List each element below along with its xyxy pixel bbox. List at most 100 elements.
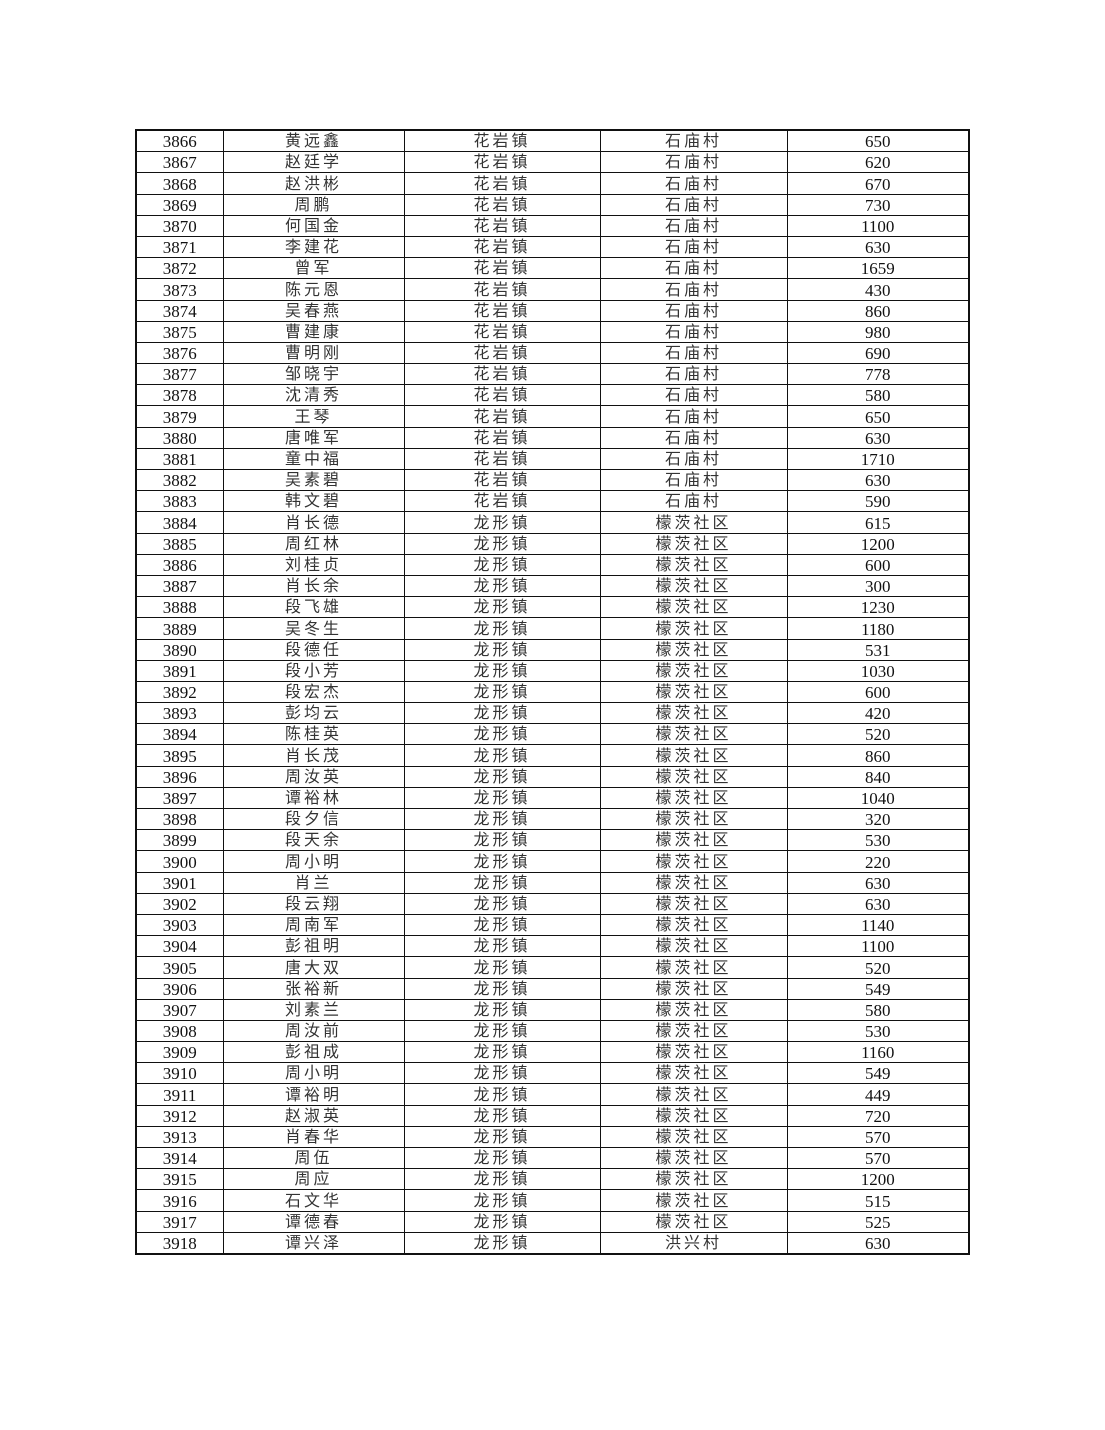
table-row: 3908 周汝前 龙形镇 檬茨社区 530 [135,1019,970,1043]
table-row: 3913 肖春华 龙形镇 檬茨社区 570 [135,1125,970,1149]
town-cell: 龙形镇 [403,1019,601,1043]
town-cell: 龙形镇 [403,807,601,831]
village-cell: 檬茨社区 [599,1125,788,1149]
amount-cell: 1100 [786,214,970,237]
table-row: 3893 彭均云 龙形镇 檬茨社区 420 [135,702,970,725]
amount-cell: 670 [786,172,970,195]
name-cell: 段云翔 [222,892,405,915]
town-cell: 花岩镇 [403,363,601,386]
serial-number-cell: 3888 [135,596,224,619]
amount-cell: 1100 [786,935,970,958]
serial-number-cell: 3884 [135,511,224,534]
village-cell: 檬茨社区 [599,765,788,788]
name-cell: 陈桂英 [222,723,405,746]
table-row: 3873 陈元恩 花岩镇 石庙村 430 [135,278,970,301]
amount-cell: 1710 [786,447,970,471]
amount-cell: 980 [786,320,970,343]
table-row: 3874 吴春燕 花岩镇 石庙村 860 [135,299,970,322]
village-cell: 石庙村 [599,363,788,386]
amount-cell: 650 [786,129,970,153]
serial-number-cell: 3905 [135,956,224,979]
table-row: 3876 曹明刚 花岩镇 石庙村 690 [135,341,970,365]
amount-cell: 1659 [786,257,970,280]
town-cell: 龙形镇 [403,1210,601,1233]
town-cell: 龙形镇 [403,956,601,979]
serial-number-cell: 3866 [135,129,224,153]
amount-cell: 1230 [786,596,970,619]
serial-number-cell: 3910 [135,1062,224,1085]
amount-cell: 620 [786,151,970,174]
table-body: 3866 黄远鑫 花岩镇 石庙村 650 3867 赵廷学 花岩镇 石庙村 620 3868 赵洪彬花… [135,129,970,1255]
name-cell: 石文华 [222,1189,405,1212]
table-row: 3871 李建花 花岩镇 石庙村 630 [135,235,970,259]
name-cell: 陈元恩 [222,278,405,301]
name-cell: 曹建康 [222,320,405,343]
name-cell: 段小芳 [222,659,405,682]
village-cell: 石庙村 [599,129,788,153]
table-row: 3882 吴素碧 花岩镇 石庙村 630 [135,468,970,492]
village-cell: 檬茨社区 [599,574,788,598]
town-cell: 龙形镇 [403,913,601,937]
serial-number-cell: 3874 [135,299,224,322]
amount-cell: 615 [786,511,970,534]
serial-number-cell: 3890 [135,638,224,661]
name-cell: 赵洪彬 [222,172,405,195]
amount-cell: 1140 [786,913,970,937]
table-row: 3896 周汝英 龙形镇 檬茨社区 840 [135,765,970,788]
table-row: 3914 周伍 龙形镇 檬茨社区 570 [135,1146,970,1170]
serial-number-cell: 3906 [135,977,224,1000]
table-row: 3879 王琴 花岩镇 石庙村 650 [135,405,970,428]
town-cell: 花岩镇 [403,447,601,471]
town-cell: 花岩镇 [403,214,601,237]
serial-number-cell: 3867 [135,151,224,174]
amount-cell: 570 [786,1146,970,1170]
village-cell: 檬茨社区 [599,892,788,915]
town-cell: 花岩镇 [403,468,601,492]
town-cell: 龙形镇 [403,998,601,1021]
amount-cell: 600 [786,680,970,704]
village-cell: 石庙村 [599,468,788,492]
name-cell: 邹晓宇 [222,363,405,386]
village-cell: 檬茨社区 [599,998,788,1021]
table-row: 3891 段小芳 龙形镇 檬茨社区 1030 [135,659,970,682]
town-cell: 龙形镇 [403,977,601,1000]
village-cell: 石庙村 [599,320,788,343]
village-cell: 檬茨社区 [599,850,788,873]
amount-cell: 860 [786,299,970,322]
serial-number-cell: 3871 [135,235,224,259]
table-row: 3902 段云翔 龙形镇 檬茨社区 630 [135,892,970,915]
table-row: 3884 肖长德 龙形镇 檬茨社区 615 [135,511,970,534]
town-cell: 龙形镇 [403,892,601,915]
amount-cell: 650 [786,405,970,428]
town-cell: 龙形镇 [403,744,601,767]
table-row: 3901 肖兰 龙形镇 檬茨社区 630 [135,871,970,894]
town-cell: 花岩镇 [403,341,601,365]
amount-cell: 220 [786,850,970,873]
village-cell: 檬茨社区 [599,829,788,852]
town-cell: 龙形镇 [403,765,601,788]
serial-number-cell: 3881 [135,447,224,471]
town-cell: 花岩镇 [403,151,601,174]
serial-number-cell: 3887 [135,574,224,598]
town-cell: 龙形镇 [403,1104,601,1127]
table-row: 3880 唐唯军 花岩镇 石庙村 630 [135,426,970,449]
town-cell: 龙形镇 [403,935,601,958]
amount-cell: 630 [786,468,970,492]
name-cell: 谭德春 [222,1210,405,1233]
serial-number-cell: 3868 [135,172,224,195]
village-cell: 檬茨社区 [599,638,788,661]
amount-cell: 525 [786,1210,970,1233]
name-cell: 沈清秀 [222,384,405,407]
table-row: 3878 沈清秀 花岩镇 石庙村 580 [135,384,970,407]
amount-cell: 590 [786,490,970,513]
serial-number-cell: 3892 [135,680,224,704]
name-cell: 曹明刚 [222,341,405,365]
table-row: 3883 韩文碧 花岩镇 石庙村 590 [135,490,970,513]
amount-cell: 1030 [786,659,970,682]
serial-number-cell: 3873 [135,278,224,301]
serial-number-cell: 3914 [135,1146,224,1170]
table-row: 3916 石文华 龙形镇 檬茨社区 515 [135,1189,970,1212]
serial-number-cell: 3896 [135,765,224,788]
village-cell: 石庙村 [599,193,788,216]
name-cell: 段天余 [222,829,405,852]
